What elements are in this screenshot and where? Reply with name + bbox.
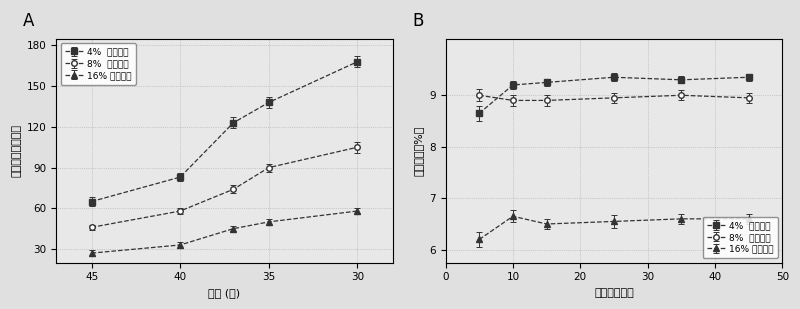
X-axis label: 时间（分钟）: 时间（分钟） [594, 288, 634, 298]
Legend: 4%  明胶浓度, 8%  明胶浓度, 16% 明胶浓度: 4% 明胶浓度, 8% 明胶浓度, 16% 明胶浓度 [61, 43, 136, 85]
X-axis label: 温度 (度): 温度 (度) [209, 288, 241, 298]
Y-axis label: 重量变化（%）: 重量变化（%） [414, 125, 424, 176]
Legend: 4%  明胶浓度, 8%  明胶浓度, 16% 明胶浓度: 4% 明胶浓度, 8% 明胶浓度, 16% 明胶浓度 [702, 217, 778, 258]
Text: A: A [22, 12, 34, 30]
Y-axis label: 凝胶时间（分钟）: 凝胶时间（分钟） [11, 124, 21, 177]
Text: B: B [412, 12, 423, 30]
